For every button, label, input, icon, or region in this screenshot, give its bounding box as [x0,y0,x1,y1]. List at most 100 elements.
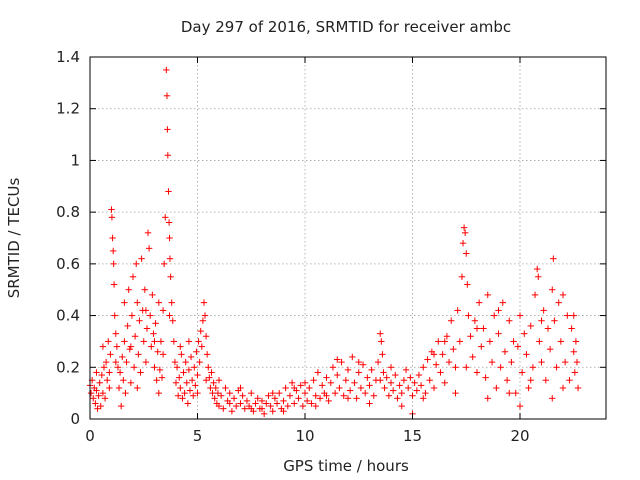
data-point [136,317,143,324]
data-point [456,338,463,345]
data-point [163,66,170,74]
data-point [166,312,173,319]
y-axis-label: SRMTID / TECUs [5,178,23,299]
data-point [389,387,397,394]
data-point [104,377,111,384]
data-point [134,299,141,306]
data-point [168,299,175,306]
data-point [301,389,309,397]
data-point [95,392,102,399]
data-point [506,389,513,397]
data-point [413,387,420,394]
data-point [121,299,128,306]
data-point [510,338,517,345]
data-point [125,286,132,293]
data-point [448,317,455,324]
data-point [463,364,470,371]
data-point [512,389,519,397]
data-point [241,405,248,412]
data-point [464,281,471,288]
data-point [93,387,100,394]
data-point [344,395,352,402]
data-point [454,307,461,314]
data-point [184,400,192,407]
data-point [282,384,289,392]
data-point [527,322,534,330]
data-point [396,382,403,389]
data-point [314,369,322,376]
data-point [327,379,334,386]
data-point [551,317,558,324]
y-tick-label: 1 [70,151,80,169]
data-point [156,366,164,374]
data-point [553,364,560,371]
data-point [154,348,161,355]
data-point [160,260,168,268]
data-point [405,384,412,392]
data-point [555,299,562,306]
data-point [357,384,365,392]
data-point [525,384,532,392]
data-point [158,374,166,381]
data-point [535,273,542,280]
data-point [145,245,153,252]
data-point [564,312,571,319]
data-point [527,377,534,384]
data-point [291,400,298,407]
y-tick-label: 0.8 [56,203,80,221]
data-point [310,377,317,384]
data-point [99,343,107,350]
data-point [570,312,577,319]
data-point [379,351,386,358]
data-point [381,384,388,392]
data-point [271,395,279,402]
y-tick-label: 1.2 [56,100,80,118]
data-point [129,273,137,280]
data-point [202,333,210,340]
data-point [106,369,113,376]
data-point [334,371,341,379]
data-point [461,229,469,237]
data-point [493,384,500,392]
data-point [114,364,122,371]
data-point [297,382,304,389]
data-point [141,286,149,293]
data-point [459,239,467,247]
x-tick-label: 15 [403,427,422,445]
data-point [531,291,539,299]
data-point [561,358,569,366]
data-point [538,317,545,324]
data-point [174,392,182,399]
data-point [248,405,255,412]
data-point [193,348,200,355]
data-point [544,325,552,332]
data-point [113,343,121,350]
x-tick-label: 5 [193,427,203,445]
data-point [473,325,481,332]
data-point [131,333,139,340]
data-point [308,400,315,407]
data-point [171,358,179,366]
data-point [383,374,390,381]
data-point [192,382,199,389]
data-point [207,384,214,392]
data-point [540,307,547,314]
data-point [516,402,524,410]
data-point [190,392,197,399]
data-point [142,307,150,314]
data-point [260,410,268,418]
data-point [276,389,283,397]
data-point [506,317,513,324]
data-point [177,384,184,392]
data-point [441,338,448,345]
data-point [151,364,158,371]
data-point [366,382,373,389]
data-point [143,325,151,332]
data-point [98,371,106,379]
data-point [110,281,118,288]
data-point [269,408,276,415]
data-point [116,369,124,376]
x-axis-label: GPS time / hours [283,457,409,475]
data-point [258,397,266,405]
